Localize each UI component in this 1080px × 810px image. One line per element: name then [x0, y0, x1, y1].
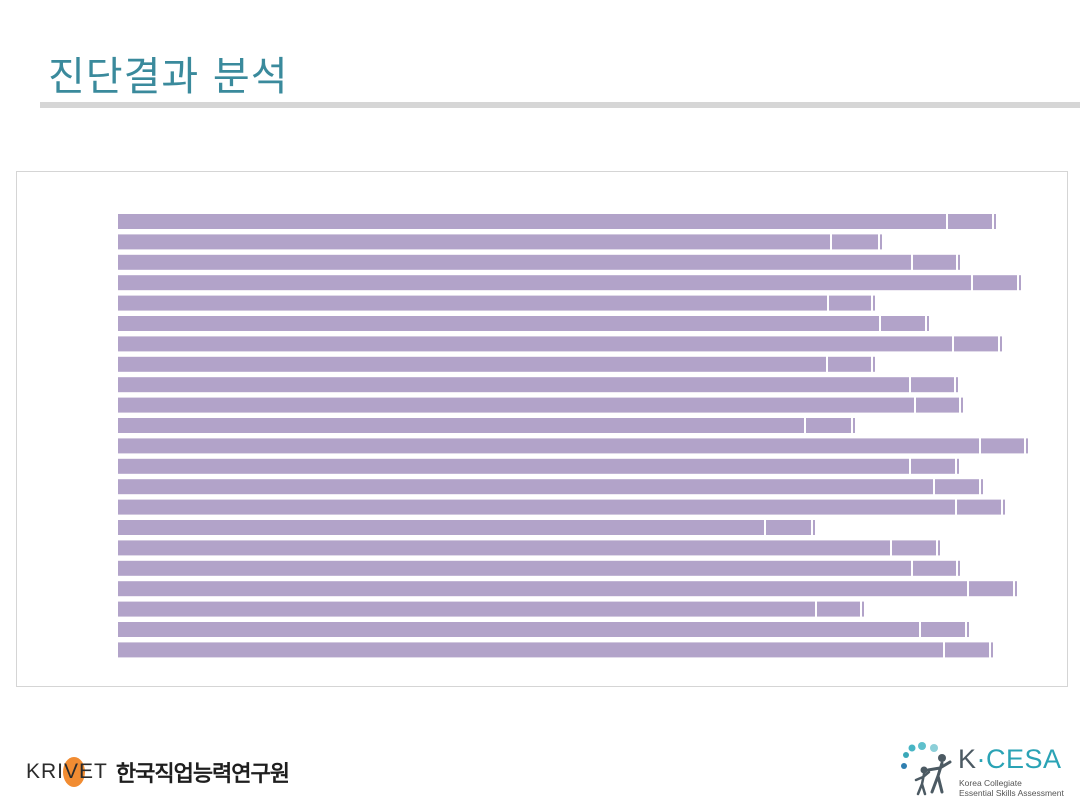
bar-end-tick-18	[958, 560, 960, 576]
bar-end-tick-1	[994, 214, 996, 229]
bar-end-tick-7	[1000, 336, 1002, 352]
kcesa-figures-icon	[901, 742, 952, 796]
bar-end-tick-15	[1003, 499, 1005, 515]
title-divider	[40, 102, 1080, 108]
bar-additional-1	[948, 214, 992, 229]
bar-additional-18	[913, 560, 956, 576]
bar-additional-2	[832, 234, 878, 250]
kcesa-subtitle-line1: Korea Collegiate	[959, 778, 1022, 788]
krivet-dot-icon	[63, 757, 85, 787]
bar-score-20	[118, 601, 815, 617]
bar-score-19	[118, 581, 967, 597]
bar-end-tick-20	[862, 601, 864, 617]
kcesa-wordmark-k: K	[958, 744, 977, 774]
bar-end-tick-17	[938, 540, 940, 556]
bar-score-7	[118, 336, 952, 352]
bar-end-tick-19	[1015, 581, 1017, 597]
bar-score-8	[118, 356, 826, 372]
bar-score-9	[118, 377, 909, 393]
krivet-brand: KRIVET	[26, 757, 108, 787]
bar-end-tick-13	[957, 458, 959, 474]
bar-score-6	[118, 316, 879, 331]
bar-additional-14	[935, 479, 979, 495]
bar-end-tick-10	[961, 397, 963, 413]
bar-additional-12	[981, 438, 1024, 454]
bar-end-tick-14	[981, 479, 983, 495]
bar-additional-6	[881, 316, 925, 331]
bar-additional-22	[945, 642, 989, 658]
bar-additional-17	[892, 540, 936, 556]
bar-score-3	[118, 254, 911, 270]
kcesa-logo: K·CESA Korea Collegiate Essential Skills…	[898, 742, 1070, 802]
kcesa-wordmark: K·CESA	[958, 744, 1062, 775]
bar-score-12	[118, 438, 979, 454]
bar-score-17	[118, 540, 890, 556]
chart-frame	[16, 171, 1068, 687]
bar-score-18	[118, 560, 911, 576]
krivet-logo: KRIVET 한국직업능력연구원	[26, 752, 290, 792]
kcesa-subtitle-line2: Essential Skills Assessment	[959, 788, 1064, 798]
krivet-name: 한국직업능력연구원	[115, 762, 290, 787]
kcesa-wordmark-rest: ·CESA	[976, 744, 1062, 774]
bar-end-tick-3	[958, 254, 960, 270]
bar-score-13	[118, 458, 909, 474]
bar-additional-8	[828, 356, 871, 372]
bar-additional-7	[954, 336, 998, 352]
bar-end-tick-9	[956, 377, 958, 393]
bar-chart	[118, 214, 1028, 658]
bar-score-14	[118, 479, 933, 495]
bar-score-1	[118, 214, 946, 229]
bar-end-tick-8	[873, 356, 875, 372]
bar-end-tick-12	[1026, 438, 1028, 454]
bar-additional-9	[911, 377, 954, 393]
bar-additional-21	[921, 622, 965, 637]
bar-end-tick-4	[1019, 275, 1021, 291]
bar-additional-3	[913, 254, 956, 270]
bar-end-tick-6	[927, 316, 929, 331]
bar-score-10	[118, 397, 914, 413]
bar-end-tick-16	[813, 520, 815, 535]
bar-score-5	[118, 295, 827, 311]
bar-additional-16	[766, 520, 811, 535]
bar-additional-10	[916, 397, 959, 413]
bar-additional-20	[817, 601, 860, 617]
bar-additional-19	[969, 581, 1013, 597]
bar-end-tick-11	[853, 418, 855, 433]
bar-additional-13	[911, 458, 955, 474]
bar-score-16	[118, 520, 764, 535]
bar-score-21	[118, 622, 919, 637]
bar-additional-5	[829, 295, 871, 311]
kcesa-subtitle: Korea Collegiate Essential Skills Assess…	[959, 778, 1064, 798]
krivet-brand-text: KRIVET	[26, 760, 108, 783]
bar-end-tick-5	[873, 295, 875, 311]
bar-end-tick-2	[880, 234, 882, 250]
bar-score-15	[118, 499, 955, 515]
bar-score-22	[118, 642, 943, 658]
bar-additional-15	[957, 499, 1001, 515]
page-title: 진단결과 분석	[48, 54, 289, 100]
bar-score-11	[118, 418, 804, 433]
bar-additional-11	[806, 418, 851, 433]
bar-score-2	[118, 234, 830, 250]
bar-score-4	[118, 275, 971, 291]
bar-end-tick-21	[967, 622, 969, 637]
bar-end-tick-22	[991, 642, 993, 658]
bar-additional-4	[973, 275, 1017, 291]
